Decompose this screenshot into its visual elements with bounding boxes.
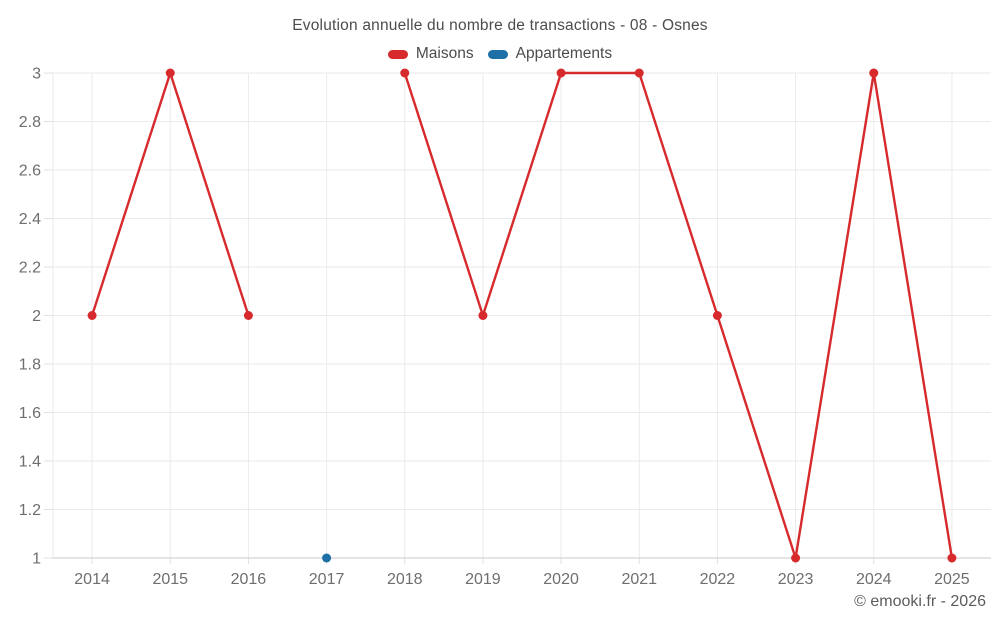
y-axis-tick-label: 1.6 xyxy=(19,405,41,422)
x-axis-tick-label: 2017 xyxy=(309,571,345,588)
chart-legend: Maisons Appartements xyxy=(0,45,1000,63)
y-axis-tick-label: 2.2 xyxy=(19,260,41,277)
legend-item-appartements[interactable]: Appartements xyxy=(487,45,613,63)
x-axis-tick-label: 2015 xyxy=(152,571,188,588)
legend-swatch-appartements-icon xyxy=(487,49,508,59)
data-point-maisons[interactable] xyxy=(400,68,410,78)
x-axis-tick-label: 2023 xyxy=(778,571,814,588)
legend-swatch-maisons-icon xyxy=(387,49,408,59)
x-axis-tick-label: 2016 xyxy=(231,571,267,588)
data-point-maisons[interactable] xyxy=(634,68,644,78)
x-axis-tick-label: 2024 xyxy=(856,571,892,588)
y-axis-tick-label: 1 xyxy=(32,551,41,568)
x-axis-tick-label: 2021 xyxy=(621,571,657,588)
data-point-maisons[interactable] xyxy=(478,311,488,320)
legend-item-maisons[interactable]: Maisons xyxy=(387,45,474,63)
y-axis-tick-label: 3 xyxy=(32,66,41,83)
series-line-maisons xyxy=(403,71,954,560)
data-point-appartements[interactable] xyxy=(322,553,332,563)
y-axis-tick-label: 2.8 xyxy=(19,114,41,131)
data-point-maisons[interactable] xyxy=(869,68,879,78)
x-axis-tick-label: 2018 xyxy=(387,571,423,588)
y-axis-tick-label: 2.4 xyxy=(19,211,41,228)
data-point-maisons[interactable] xyxy=(791,553,801,563)
y-axis-tick-label: 1.8 xyxy=(19,357,41,374)
x-axis-tick-label: 2014 xyxy=(74,571,110,588)
legend-label-maisons: Maisons xyxy=(415,45,474,62)
data-point-maisons[interactable] xyxy=(87,311,97,320)
data-point-maisons[interactable] xyxy=(947,553,957,563)
x-axis-tick-label: 2019 xyxy=(465,571,501,588)
y-axis-tick-label: 2 xyxy=(32,308,41,325)
data-point-maisons[interactable] xyxy=(165,68,175,78)
data-point-maisons[interactable] xyxy=(243,311,253,320)
y-axis-tick-label: 1.2 xyxy=(19,502,41,519)
x-axis-tick-label: 2025 xyxy=(934,571,970,588)
watermark: © emooki.fr - 2026 xyxy=(854,593,986,610)
chart-title: Evolution annuelle du nombre de transact… xyxy=(292,17,708,34)
legend-label-appartements: Appartements xyxy=(515,45,613,62)
y-axis-tick-label: 2.6 xyxy=(19,163,41,180)
data-point-maisons[interactable] xyxy=(556,68,566,78)
data-point-maisons[interactable] xyxy=(712,311,722,320)
y-axis-tick-label: 1.4 xyxy=(19,454,41,471)
x-axis-tick-label: 2022 xyxy=(700,571,736,588)
x-axis-tick-label: 2020 xyxy=(543,571,579,588)
